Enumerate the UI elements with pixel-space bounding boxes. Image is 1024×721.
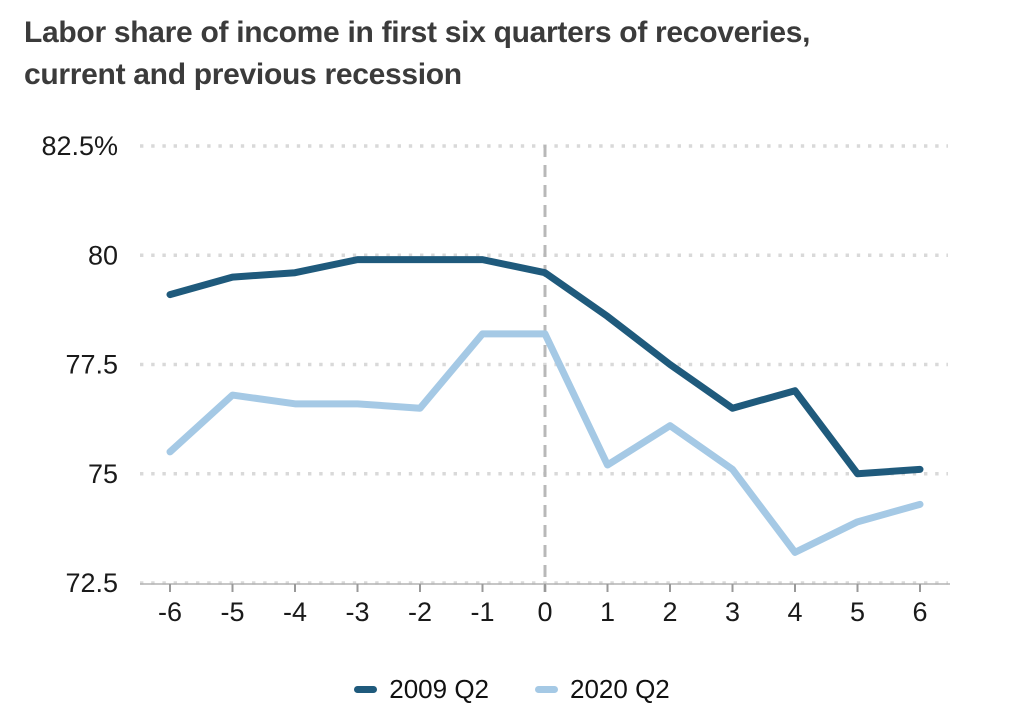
y-tick-label: 77.5 — [65, 350, 118, 380]
chart-title: Labor share of income in first six quart… — [24, 12, 811, 96]
y-tick-label: 80 — [88, 240, 118, 270]
x-tick-label: -6 — [158, 597, 182, 627]
legend-label-2009-q2: 2009 Q2 — [389, 674, 489, 704]
x-tick-label: 1 — [600, 597, 615, 627]
series-line-2020-q2 — [166, 330, 924, 556]
x-tick-label: 6 — [912, 597, 927, 627]
legend-label-2020-q2: 2020 Q2 — [570, 674, 670, 704]
x-tick-label: -1 — [470, 597, 494, 627]
legend-swatch-2009-q2-icon — [354, 686, 378, 693]
series-line-2009-q2 — [166, 256, 924, 478]
x-tick-label: 2 — [662, 597, 677, 627]
y-tick-label: 82.5% — [41, 131, 118, 161]
chart-legend: 2009 Q2 2020 Q2 — [0, 674, 1024, 705]
x-tick-label: -2 — [408, 597, 432, 627]
labor-share-line-chart: 82.5% 80 77.5 75 72.5 -6 -5 -4 -3 -2 -1 0 1 2 3 4 5 6 — [41, 131, 950, 627]
y-tick-label: 75 — [88, 459, 118, 489]
legend-item-2020-q2: 2020 Q2 — [535, 674, 670, 705]
x-tick-label: -4 — [283, 597, 307, 627]
x-tick-label: -3 — [345, 597, 369, 627]
x-tick-label: -5 — [220, 597, 244, 627]
chart-title-line2: current and previous recession — [24, 58, 462, 91]
chart-title-line1: Labor share of income in first six quart… — [24, 16, 811, 49]
legend-item-2009-q2: 2009 Q2 — [354, 674, 489, 705]
x-tick-label: 0 — [537, 597, 552, 627]
legend-swatch-2020-q2-icon — [535, 686, 558, 693]
x-tick-label: 4 — [787, 597, 802, 627]
x-tick-label: 5 — [850, 597, 865, 627]
x-tick-label: 3 — [725, 597, 740, 627]
y-tick-label: 72.5 — [65, 568, 118, 598]
